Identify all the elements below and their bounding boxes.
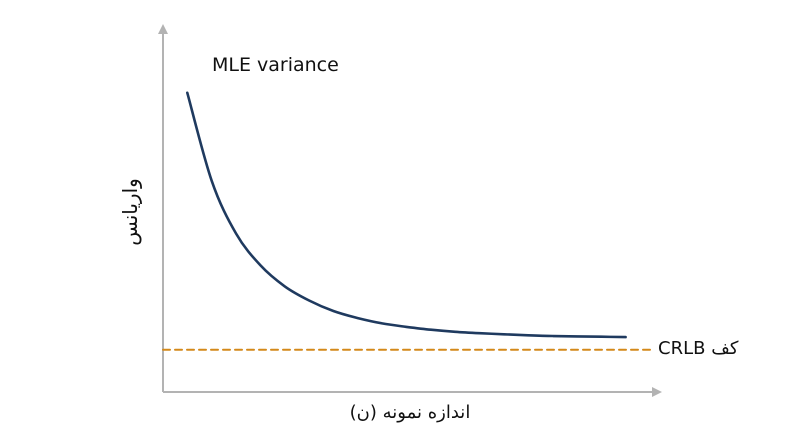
- mle-variance-line: [186, 91, 627, 339]
- crlb-floor-label: CRLB کف: [658, 338, 739, 359]
- y-axis-label: واریانس: [118, 178, 142, 246]
- series-layer: [162, 91, 651, 351]
- x-axis-label: اندازه نمونه (ن): [350, 402, 471, 423]
- mle-variance-label: MLE variance: [212, 54, 339, 76]
